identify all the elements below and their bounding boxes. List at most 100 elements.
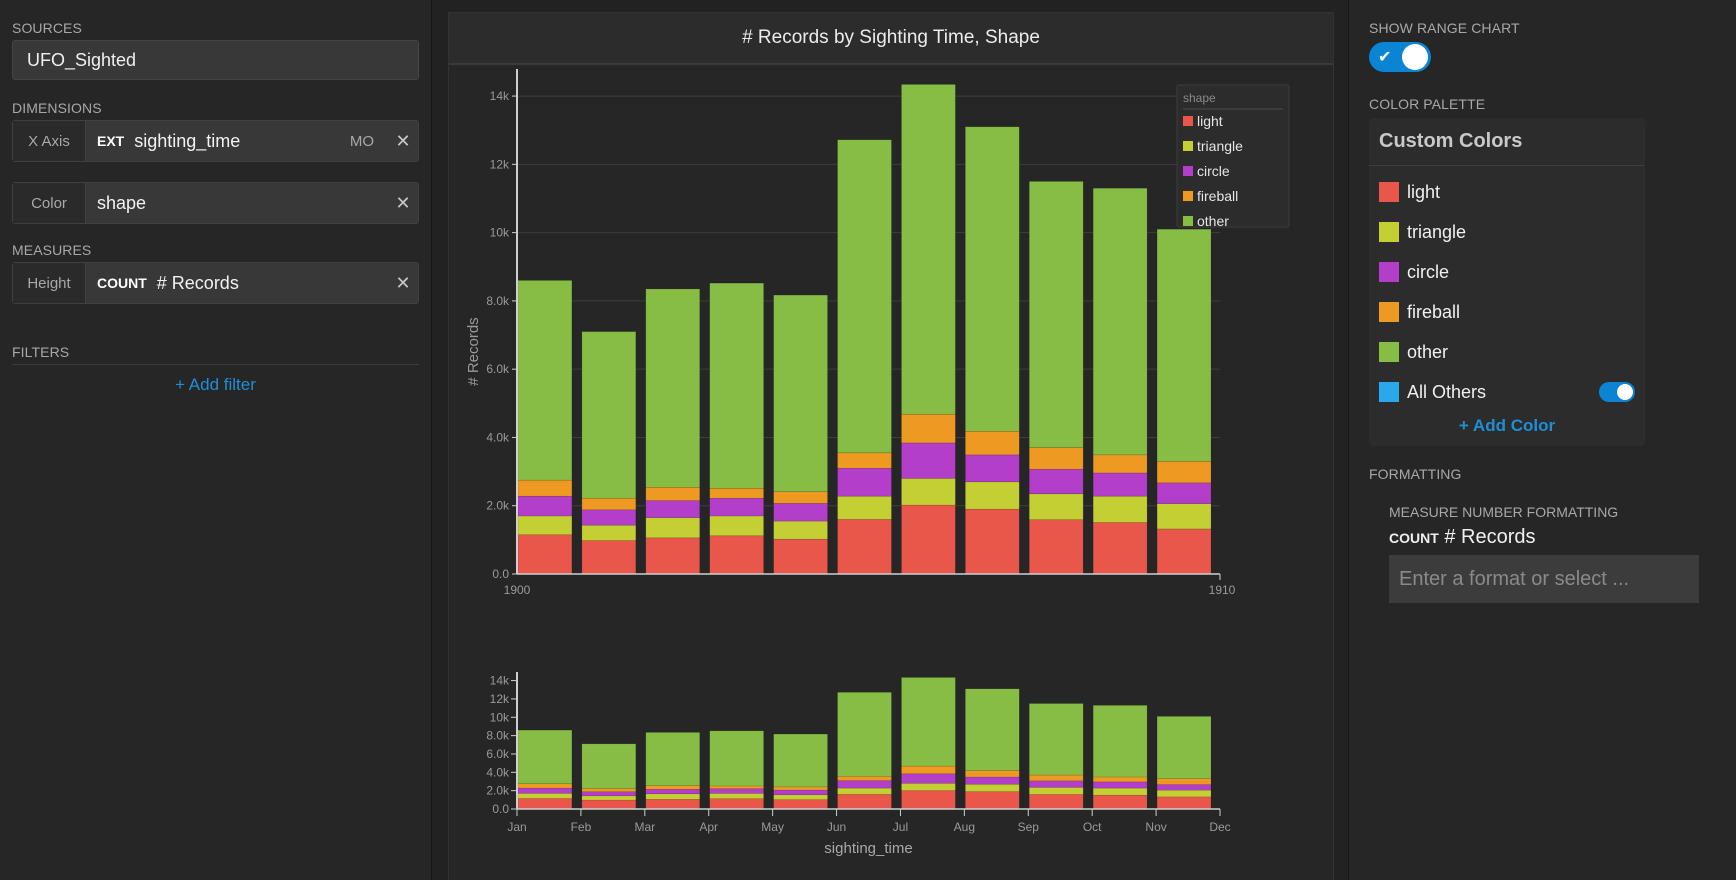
legend-label-circle[interactable]: circle [1197,163,1230,179]
bar-segment-circle[interactable] [581,509,637,526]
bar-segment-circle[interactable] [773,503,828,522]
range-bar-segment-fireball[interactable] [517,783,573,789]
color-swatch[interactable] [1379,342,1399,362]
color-swatch[interactable] [1379,382,1399,402]
range-bar-segment-other[interactable] [517,729,573,785]
bar-segment-light[interactable] [517,534,573,575]
color-swatch[interactable] [1379,222,1399,242]
range-bar-segment-fireball[interactable] [965,770,1020,778]
bar-segment-light[interactable] [965,508,1020,575]
range-bar-segment-other[interactable] [901,677,956,767]
range-bar-segment-circle[interactable] [645,789,700,795]
legend-label-other[interactable]: other [1197,213,1229,229]
bar-segment-circle[interactable] [965,454,1020,483]
range-bar-segment-circle[interactable] [581,791,637,797]
color-swatch[interactable] [1379,182,1399,202]
range-bar-segment-light[interactable] [1092,794,1148,810]
range-bar-segment-fireball[interactable] [1156,778,1212,785]
remove-x-axis-icon[interactable]: ✕ [395,130,411,151]
remove-height-icon[interactable]: ✕ [395,272,411,293]
range-bar-segment-light[interactable] [581,799,637,810]
color-swatch[interactable] [1379,302,1399,322]
palette-item-light[interactable]: light [1369,172,1645,212]
bar-segment-light[interactable] [1156,528,1212,575]
range-bar-segment-other[interactable] [1092,705,1148,778]
bar-segment-circle[interactable] [1092,472,1148,497]
range-bar-segment-triangle[interactable] [965,783,1020,792]
range-bar-segment-triangle[interactable] [773,794,828,800]
range-bar-segment-circle[interactable] [901,773,956,784]
range-bar-segment-circle[interactable] [1092,781,1148,789]
palette-title[interactable]: Custom Colors [1369,118,1645,166]
bar-segment-circle[interactable] [517,495,573,517]
bar-segment-fireball[interactable] [1092,454,1148,474]
range-bar-segment-circle[interactable] [965,776,1020,785]
bar-segment-circle[interactable] [901,442,956,479]
range-bar-segment-circle[interactable] [1156,784,1212,791]
bar-segment-other[interactable] [837,139,892,454]
range-bar-segment-fireball[interactable] [709,785,764,789]
bar-segment-fireball[interactable] [901,413,956,444]
range-bar-segment-circle[interactable] [709,788,764,794]
bar-segment-other[interactable] [901,84,956,415]
format-input[interactable] [1389,555,1699,603]
remove-color-icon[interactable]: ✕ [395,192,411,213]
range-bar-segment-triangle[interactable] [1092,787,1148,796]
range-bar-segment-light[interactable] [773,799,828,810]
bar-segment-circle[interactable] [709,497,764,517]
x-axis-field[interactable]: X Axis EXT sighting_time MO ✕ [12,120,419,162]
palette-item-triangle[interactable]: triangle [1369,212,1645,252]
range-bar-segment-other[interactable] [773,733,828,788]
range-bar-segment-fireball[interactable] [901,765,956,775]
range-bar-segment-light[interactable] [837,794,892,810]
range-bar-segment-light[interactable] [901,790,956,810]
add-filter-button[interactable]: + Add filter [175,375,256,394]
range-bar-segment-other[interactable] [709,730,764,787]
range-bar-segment-fireball[interactable] [1092,776,1148,783]
bar-segment-other[interactable] [581,331,637,499]
range-bar-segment-other[interactable] [1156,716,1212,779]
range-bar-segment-other[interactable] [1029,703,1084,776]
range-bar-segment-triangle[interactable] [837,787,892,795]
bar-segment-light[interactable] [581,540,637,575]
range-bar-segment-triangle[interactable] [1029,787,1084,795]
bar-segment-fireball[interactable] [837,452,892,469]
bar-segment-circle[interactable] [837,467,892,497]
height-field[interactable]: Height COUNT # Records ✕ [12,262,419,304]
range-bar-segment-circle[interactable] [517,787,573,794]
bar-segment-light[interactable] [1092,522,1148,575]
legend-label-triangle[interactable]: triangle [1197,138,1243,154]
range-bar-segment-fireball[interactable] [837,776,892,781]
color-field[interactable]: Color shape ✕ [12,182,419,224]
range-bar-segment-triangle[interactable] [645,793,700,800]
bar-segment-triangle[interactable] [581,524,637,541]
bar-segment-fireball[interactable] [645,486,701,501]
palette-item-fireball[interactable]: fireball [1369,292,1645,332]
bar-segment-triangle[interactable] [901,478,956,506]
range-bar-segment-triangle[interactable] [517,793,573,799]
bar-segment-circle[interactable] [1028,468,1084,495]
legend-label-fireball[interactable]: fireball [1197,188,1238,204]
bar-segment-triangle[interactable] [1156,503,1212,530]
bar-segment-fireball[interactable] [517,479,573,497]
range-bar-segment-light[interactable] [517,798,573,810]
range-bar-segment-other[interactable] [965,688,1020,771]
range-bar-segment-light[interactable] [645,799,700,810]
bar-segment-other[interactable] [645,288,701,488]
range-bar-segment-light[interactable] [965,791,1020,810]
bar-segment-fireball[interactable] [709,488,764,499]
range-bar-segment-other[interactable] [581,743,637,789]
range-bar-segment-light[interactable] [709,798,764,810]
palette-item-other[interactable]: other [1369,332,1645,372]
bar-segment-triangle[interactable] [645,517,701,539]
bar-segment-other[interactable] [517,280,573,481]
x-axis-unit[interactable]: MO [349,132,374,150]
bar-segment-light[interactable] [837,519,892,575]
bar-segment-triangle[interactable] [517,515,573,536]
palette-item-circle[interactable]: circle [1369,252,1645,292]
bar-segment-triangle[interactable] [965,481,1020,510]
bar-segment-triangle[interactable] [837,495,892,520]
range-bar-segment-fireball[interactable] [645,785,700,790]
range-bar-segment-triangle[interactable] [1156,789,1212,798]
range-bar-segment-fireball[interactable] [581,788,637,793]
